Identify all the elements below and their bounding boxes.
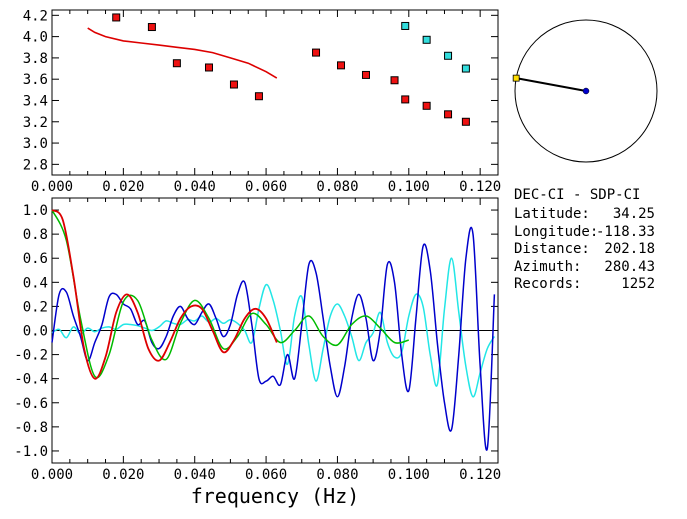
top-panel: 0.000 0.020 0.040 0.060 0.080 0.100 0.120 2.8 3.… <box>23 8 502 195</box>
red-series-line <box>51 209 278 380</box>
azimuth-marker <box>512 74 520 82</box>
red-square-point <box>361 70 370 79</box>
group-velocity-curve <box>87 27 278 79</box>
station-center-dot <box>582 87 590 95</box>
red-square-point <box>401 95 410 104</box>
blue-series-line <box>51 226 496 451</box>
latitude-value: 34.25 <box>613 206 655 222</box>
records-value: 1252 <box>621 276 655 292</box>
red-square-point <box>337 61 346 70</box>
x-tick-label: 0.000 <box>31 179 73 195</box>
red-square-point <box>172 59 181 68</box>
azimuth-value: 280.43 <box>604 259 655 275</box>
y-tick-label: -1.0 <box>14 444 48 460</box>
cyan-square-point <box>422 35 431 44</box>
y-tick-label: 4.2 <box>23 8 48 24</box>
y-tick-label: 4.0 <box>23 30 48 46</box>
x-tick-label: 0.000 <box>31 467 73 483</box>
y-tick-label: 3.6 <box>23 72 48 88</box>
cyan-series-line <box>51 257 496 398</box>
red-square-point <box>112 13 121 22</box>
y-tick-label: -0.2 <box>14 348 48 364</box>
bottom-plot-content: 0.000 0.020 0.040 0.060 0.080 0.100 0.120 1.0 0.… <box>14 198 501 483</box>
y-tick-label: 2.8 <box>23 157 48 173</box>
cyan-square-point <box>444 51 453 60</box>
y-tick-label: -0.4 <box>14 372 48 388</box>
x-tick-label: 0.120 <box>459 179 501 195</box>
longitude-value: -118.33 <box>596 224 655 240</box>
latitude-label: Latitude: <box>514 206 590 222</box>
x-tick-label: 0.080 <box>316 467 358 483</box>
top-plot-content: 0.000 0.020 0.040 0.060 0.080 0.100 0.120 2.8 3.… <box>23 8 502 195</box>
red-square-point <box>147 23 156 32</box>
red-square-point <box>422 101 431 110</box>
x-axis-label: frequency (Hz) <box>191 484 360 508</box>
longitude-label: Longitude: <box>514 224 598 240</box>
cyan-square-point <box>401 21 410 30</box>
bottom-panel: 0.000 0.020 0.040 0.060 0.080 0.100 0.120 1.0 0.… <box>14 197 501 508</box>
red-square-point <box>444 110 453 119</box>
y-tick-label: 0.0 <box>23 324 48 340</box>
red-square-point <box>254 92 263 101</box>
station-pair-title: DEC-CI - SDP-CI <box>514 187 640 203</box>
y-tick-label: 3.2 <box>23 115 48 131</box>
y-tick-label: 3.0 <box>23 136 48 152</box>
y-tick-label: 0.6 <box>23 251 48 267</box>
red-square-point <box>229 80 238 89</box>
compass-circle <box>514 19 658 163</box>
x-tick-label: 0.100 <box>388 179 430 195</box>
x-tick-label: 0.020 <box>102 179 144 195</box>
azimuth-label: Azimuth: <box>514 259 581 275</box>
x-tick-label: 0.040 <box>174 179 216 195</box>
y-tick-label: 0.2 <box>23 299 48 315</box>
red-square-point <box>312 48 321 57</box>
y-tick-label: 3.4 <box>23 93 48 109</box>
x-tick-label: 0.020 <box>102 467 144 483</box>
y-tick-label: 0.8 <box>23 227 48 243</box>
azimuth-line <box>515 77 587 92</box>
records-label: Records: <box>514 276 581 292</box>
azimuth-compass <box>512 19 658 163</box>
y-tick-label: 0.4 <box>23 275 48 291</box>
y-tick-label: -0.6 <box>14 396 48 412</box>
y-tick-label: -0.8 <box>14 420 48 436</box>
cyan-square-point <box>461 64 470 73</box>
x-tick-label: 0.100 <box>388 467 430 483</box>
x-tick-label: 0.120 <box>459 467 501 483</box>
distance-label: Distance: <box>514 241 590 257</box>
top-plot-frame <box>51 9 499 176</box>
x-tick-label: 0.040 <box>174 467 216 483</box>
info-panel: DEC-CI - SDP-CI Latitude: 34.25 Longitud… <box>514 187 655 292</box>
y-tick-label: 3.8 <box>23 51 48 67</box>
red-square-point <box>461 117 470 126</box>
x-tick-label: 0.060 <box>245 467 287 483</box>
red-square-point <box>390 76 399 85</box>
x-tick-label: 0.060 <box>245 179 287 195</box>
distance-value: 202.18 <box>604 241 655 257</box>
y-tick-label: 1.0 <box>23 203 48 219</box>
x-tick-label: 0.080 <box>316 179 358 195</box>
red-square-point <box>204 63 213 72</box>
